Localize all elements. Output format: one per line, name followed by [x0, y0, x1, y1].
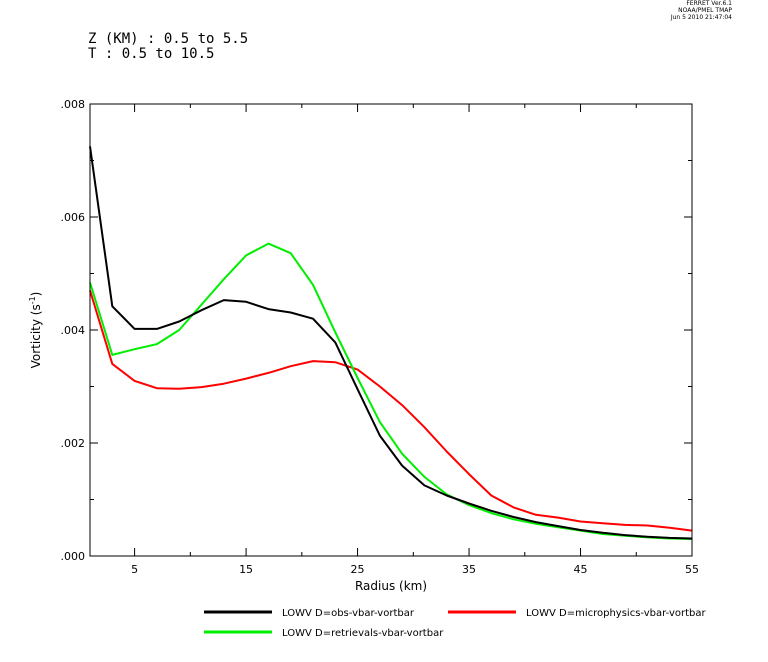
legend: LOWV D=obs-vbar-vortbar LOWV D=microphysi…: [204, 608, 706, 639]
y-axis-title-close: ): [29, 292, 43, 297]
stamp-date: Jun 5 2010 21:47:04: [670, 14, 732, 21]
x-tick-label: 25: [351, 563, 365, 576]
ferret-stamp: FERRET Ver.6.1 NOAA/PMEL TMAP Jun 5 2010…: [671, 0, 732, 21]
x-tick-label: 15: [239, 563, 253, 576]
x-tick-label: 5: [131, 563, 138, 576]
y-tick-label: .008: [61, 98, 86, 111]
t-range-label: T : 0.5 to 10.5: [88, 46, 215, 62]
y-tick-label: .002: [61, 437, 86, 450]
axis-layer: .000 .002 .004 .006 .008 5 15 25 35 45 55: [61, 98, 700, 576]
legend-label-2: LOWV D=retrievals-vbar-vortbar: [282, 628, 444, 639]
series-line-1: [89, 290, 693, 532]
series-layer: [89, 146, 693, 540]
x-axis-title: Radius (km): [355, 579, 427, 593]
series-line-2: [89, 242, 693, 540]
stamp-version: FERRET Ver.6.1: [686, 0, 732, 7]
y-axis-title: Vorticity (s-1): [28, 292, 43, 369]
y-axis-title-exponent: -1: [28, 296, 37, 304]
y-tick-label: .006: [61, 211, 86, 224]
legend-label-1: LOWV D=microphysics-vbar-vortbar: [526, 608, 706, 619]
y-tick-label: .004: [61, 324, 86, 337]
stamp-lab: NOAA/PMEL TMAP: [678, 7, 732, 14]
z-range-label: Z (KM) : 0.5 to 5.5: [88, 31, 249, 47]
x-tick-label: 35: [462, 563, 476, 576]
x-tick-label: 55: [685, 563, 699, 576]
legend-label-0: LOWV D=obs-vbar-vortbar: [282, 608, 415, 619]
y-axis-title-main: Vorticity (s: [29, 304, 43, 368]
y-tick-label: .000: [61, 550, 86, 563]
x-tick-label: 45: [574, 563, 588, 576]
series-line-0: [89, 146, 693, 540]
